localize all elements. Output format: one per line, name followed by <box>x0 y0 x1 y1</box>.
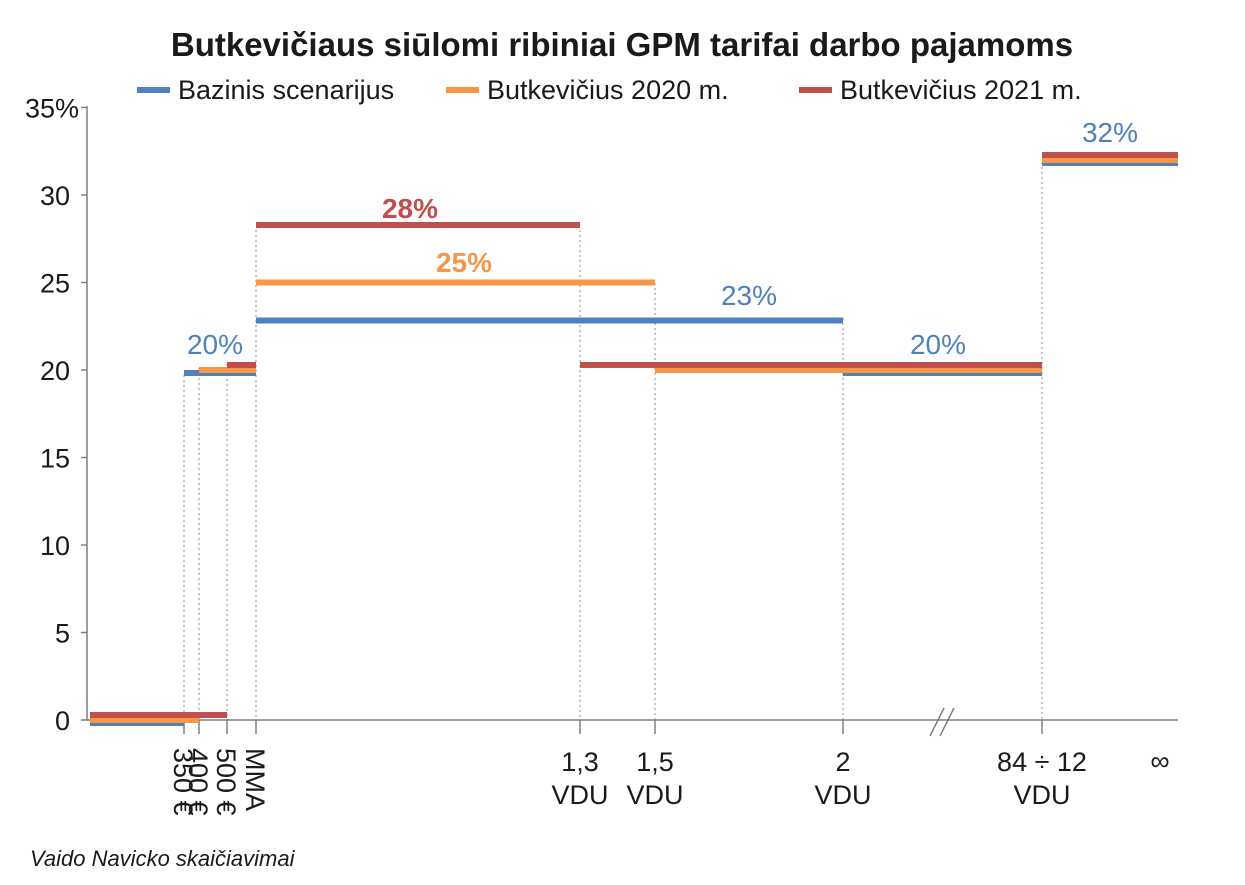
data-label: 23% <box>721 280 777 311</box>
data-label: 28% <box>382 193 438 224</box>
x-tick-label: VDU <box>551 780 608 810</box>
x-tick-label: 400 € <box>183 748 213 816</box>
x-tick-label: VDU <box>626 780 683 810</box>
data-label: 32% <box>1082 117 1138 148</box>
x-tick-label: MMA <box>240 748 270 811</box>
data-label: 20% <box>910 329 966 360</box>
x-tick-label: VDU <box>1013 780 1070 810</box>
x-tick-label: VDU <box>814 780 871 810</box>
x-tick-label: 1,5 <box>636 747 674 777</box>
source-note: Vaido Navicko skaičiavimai <box>30 846 296 871</box>
y-tick-label: 5 <box>55 619 70 649</box>
axes <box>81 106 1178 737</box>
axis-break <box>939 707 955 737</box>
y-tick-label: 25 <box>40 269 70 299</box>
y-tick-label: 10 <box>40 531 70 561</box>
series-marks <box>90 152 1178 726</box>
legend-label: Butkevičius 2021 m. <box>840 75 1082 105</box>
x-tick-label: 1,3 <box>561 747 599 777</box>
legend-label: Butkevičius 2020 m. <box>487 75 729 105</box>
axis-break <box>929 707 945 737</box>
guide-lines <box>183 162 1043 720</box>
y-tick-labels: 0 5 10 15 20 25 30 35% <box>25 94 79 737</box>
legend-label: Bazinis scenarijus <box>178 75 394 105</box>
legend: Bazinis scenarijus Butkevičius 2020 m. But… <box>137 75 1082 105</box>
y-tick-label: 20 <box>40 356 70 386</box>
x-tick-label: 84 ÷ 12 <box>997 747 1087 777</box>
y-tick-label: 30 <box>40 181 70 211</box>
y-tick-label: 15 <box>40 444 70 474</box>
y-tick-label: 35% <box>25 94 79 124</box>
x-tick-label: 2 <box>835 747 850 777</box>
y-tick-label: 0 <box>55 706 70 736</box>
x-tick-label: 350 € <box>168 748 198 816</box>
chart-title: Butkevičiaus siūlomi ribiniai GPM tarifa… <box>171 26 1073 63</box>
data-label: 20% <box>187 329 243 360</box>
x-tick-label: ∞ <box>1150 746 1169 776</box>
x-tick-label: 500 € <box>211 748 241 816</box>
data-label: 25% <box>436 247 492 278</box>
data-labels: 28% 25% 23% 20% 20% 32% <box>187 117 1138 360</box>
